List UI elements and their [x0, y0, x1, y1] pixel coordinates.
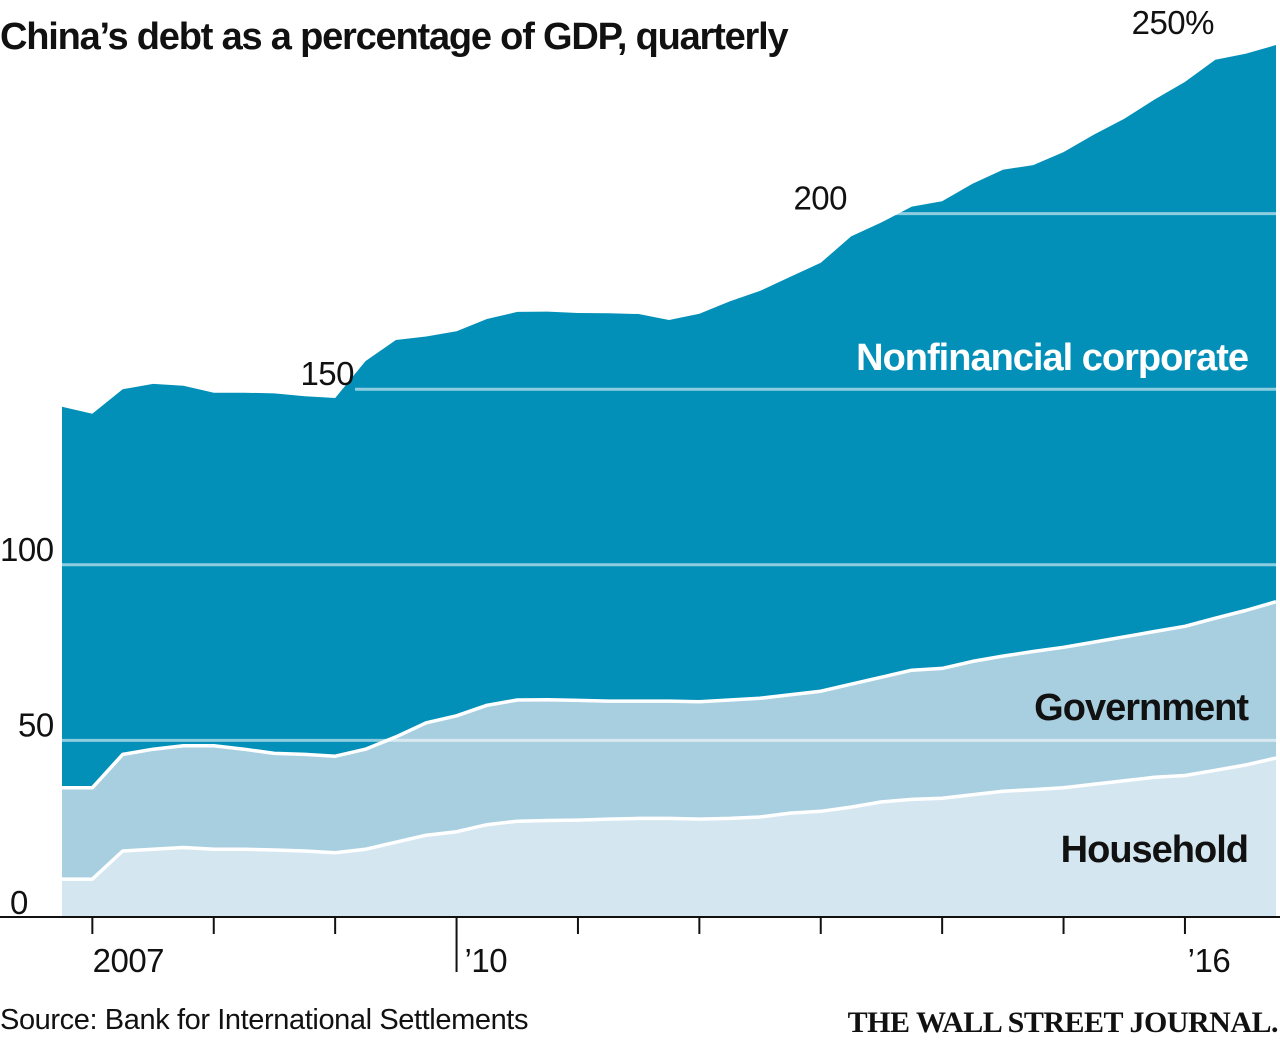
x-tick-label: ’16	[1188, 942, 1231, 979]
y-tick-label: 250%	[1132, 4, 1215, 41]
label-layer: 0 50 100 150 200 250% Nonfinancial corporate Go…	[0, 4, 1250, 921]
government-label: Government	[1034, 687, 1249, 729]
government-boundary-line	[62, 600, 1277, 790]
y-tick-label: 0	[10, 884, 28, 921]
chart-title: China’s debt as a percentage of GDP, qua…	[0, 16, 789, 58]
y-tick-label: 200	[793, 180, 847, 217]
boundary-line-layer	[62, 600, 1277, 881]
y-tick-label: 100	[0, 531, 54, 568]
y-tick-label: 50	[18, 706, 54, 743]
x-axis: 2007 ’10 ’16	[0, 916, 1280, 979]
publisher-logo: THE WALL STREET JOURNAL.	[847, 1006, 1279, 1039]
gridline-layer	[62, 36, 1276, 742]
source-note: Source: Bank for International Settlemen…	[0, 1004, 529, 1036]
nonfinancial-corporate-label: Nonfinancial corporate	[856, 337, 1248, 379]
x-tick-label: ’10	[465, 942, 508, 979]
nonfinancial-corporate-area	[62, 45, 1276, 788]
household-area	[62, 758, 1276, 916]
y-tick-label: 150	[300, 355, 354, 392]
household-boundary-line	[62, 756, 1277, 881]
household-label: Household	[1061, 829, 1248, 871]
x-tick-label: 2007	[93, 942, 164, 979]
